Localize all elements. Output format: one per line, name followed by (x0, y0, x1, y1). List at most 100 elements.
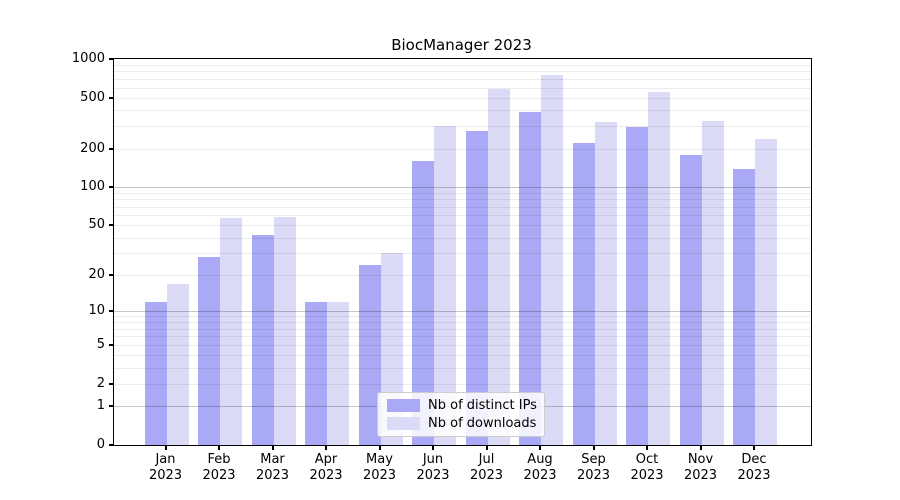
bar-downloads-mar (273, 217, 296, 445)
gridline-minor (114, 87, 811, 89)
legend-label: Nb of downloads (428, 416, 537, 431)
bar-distinct-ips-jun (412, 161, 434, 445)
gridline-minor (114, 215, 811, 217)
x-tick-mark (218, 446, 220, 450)
gridline-minor (114, 328, 811, 330)
x-tick-label-sep: Sep 2023 (576, 452, 611, 483)
x-tick-label-jan: Jan 2023 (148, 452, 183, 483)
y-tick-label-200: 200 (80, 140, 105, 156)
gridline-minor (114, 383, 811, 385)
gridline-major (114, 311, 811, 313)
bar-downloads-sep (594, 121, 617, 445)
bar-distinct-ips-dec (733, 168, 755, 445)
bar-downloads-jan (166, 283, 189, 445)
y-tick-mark (109, 224, 113, 227)
gridline-minor (114, 344, 811, 346)
x-tick-label-dec: Dec 2023 (737, 452, 771, 483)
bar-downloads-oct (648, 91, 670, 445)
bar-downloads-aug (541, 75, 563, 445)
y-tick-mark (109, 58, 113, 60)
bar-downloads-jun (434, 126, 456, 445)
gridline-minor (114, 148, 811, 150)
y-tick-mark (109, 273, 113, 276)
y-tick-label-100: 100 (80, 179, 105, 195)
gridline-minor (114, 274, 811, 276)
x-tick-label-may: May 2023 (362, 452, 397, 483)
gridline-minor (114, 316, 811, 318)
gridline-minor (114, 237, 811, 239)
gridline-minor (114, 199, 811, 201)
gridline-minor (114, 336, 811, 338)
bar-downloads-dec (755, 138, 777, 445)
x-tick-label-jul: Jul 2023 (469, 452, 504, 483)
bar-distinct-ips-feb (198, 256, 220, 445)
gridline-minor (114, 355, 811, 357)
y-tick-label-500: 500 (80, 89, 105, 105)
bar-distinct-ips-aug (519, 111, 541, 445)
gridline-major (114, 187, 811, 189)
gridline-minor (114, 64, 811, 66)
gridline-minor (114, 97, 811, 99)
bar-distinct-ips-nov (679, 154, 702, 445)
gridline-minor (114, 110, 811, 112)
x-tick-mark (485, 446, 488, 450)
y-tick-label-50: 50 (88, 217, 105, 233)
bar-distinct-ips-may (358, 265, 381, 445)
x-tick-mark (592, 446, 595, 450)
gridline-minor (114, 126, 811, 128)
gridline-minor (114, 78, 811, 80)
bar-distinct-ips-sep (572, 143, 595, 445)
x-tick-label-nov: Nov 2023 (683, 452, 718, 483)
legend-label: Nb of distinct IPs (428, 398, 537, 413)
y-tick-mark (109, 147, 113, 150)
bar-distinct-ips-jul (465, 130, 488, 445)
bar-downloads-nov (701, 120, 724, 445)
y-tick-label-2: 2 (96, 375, 105, 391)
y-tick-label-1: 1 (96, 398, 105, 414)
plot-area (113, 58, 812, 446)
x-tick-mark (271, 446, 274, 450)
y-tick-mark (109, 96, 113, 99)
y-tick-label-20: 20 (88, 266, 105, 282)
x-tick-mark (699, 446, 702, 450)
x-tick-mark (753, 446, 755, 450)
gridline-minor (114, 225, 811, 227)
x-tick-mark (325, 446, 327, 450)
x-tick-mark (164, 446, 167, 450)
bar-distinct-ips-jan (144, 301, 167, 445)
y-tick-mark (109, 382, 113, 385)
gridline-minor (114, 206, 811, 208)
bar-distinct-ips-mar (251, 234, 274, 445)
x-tick-label-feb: Feb 2023 (202, 452, 236, 483)
x-tick-label-oct: Oct 2023 (630, 452, 664, 483)
distinct-ips-swatch (387, 399, 420, 412)
y-tick-label-10: 10 (88, 303, 105, 319)
gridline-minor (114, 367, 811, 369)
gridline-minor (114, 253, 811, 255)
y-tick-mark (109, 405, 113, 408)
y-tick-label-0: 0 (96, 437, 105, 452)
y-tick-label-1000: 1000 (71, 51, 105, 66)
gridline-minor (114, 71, 811, 73)
x-tick-label-mar: Mar 2023 (255, 452, 290, 483)
chart-title: BiocManager 2023 (391, 36, 532, 54)
x-tick-mark (432, 446, 434, 450)
bar-distinct-ips-apr (305, 301, 327, 445)
bar-downloads-feb (220, 218, 242, 445)
x-tick-label-aug: Aug 2023 (523, 452, 557, 483)
legend: Nb of distinct IPs Nb of downloads (377, 392, 545, 437)
x-tick-mark (378, 446, 381, 450)
x-tick-mark (539, 446, 541, 450)
y-tick-label-5: 5 (96, 336, 105, 352)
y-tick-mark (109, 444, 113, 446)
x-tick-mark (646, 446, 648, 450)
x-tick-label-apr: Apr 2023 (309, 452, 343, 483)
y-tick-mark (109, 186, 113, 189)
gridline-minor (114, 322, 811, 324)
bar-downloads-jul (487, 89, 510, 445)
legend-item-distinct-ips: Nb of distinct IPs (378, 398, 544, 413)
legend-item-downloads: Nb of downloads (378, 416, 544, 431)
y-tick-mark (109, 310, 113, 313)
x-tick-label-jun: Jun 2023 (416, 452, 450, 483)
